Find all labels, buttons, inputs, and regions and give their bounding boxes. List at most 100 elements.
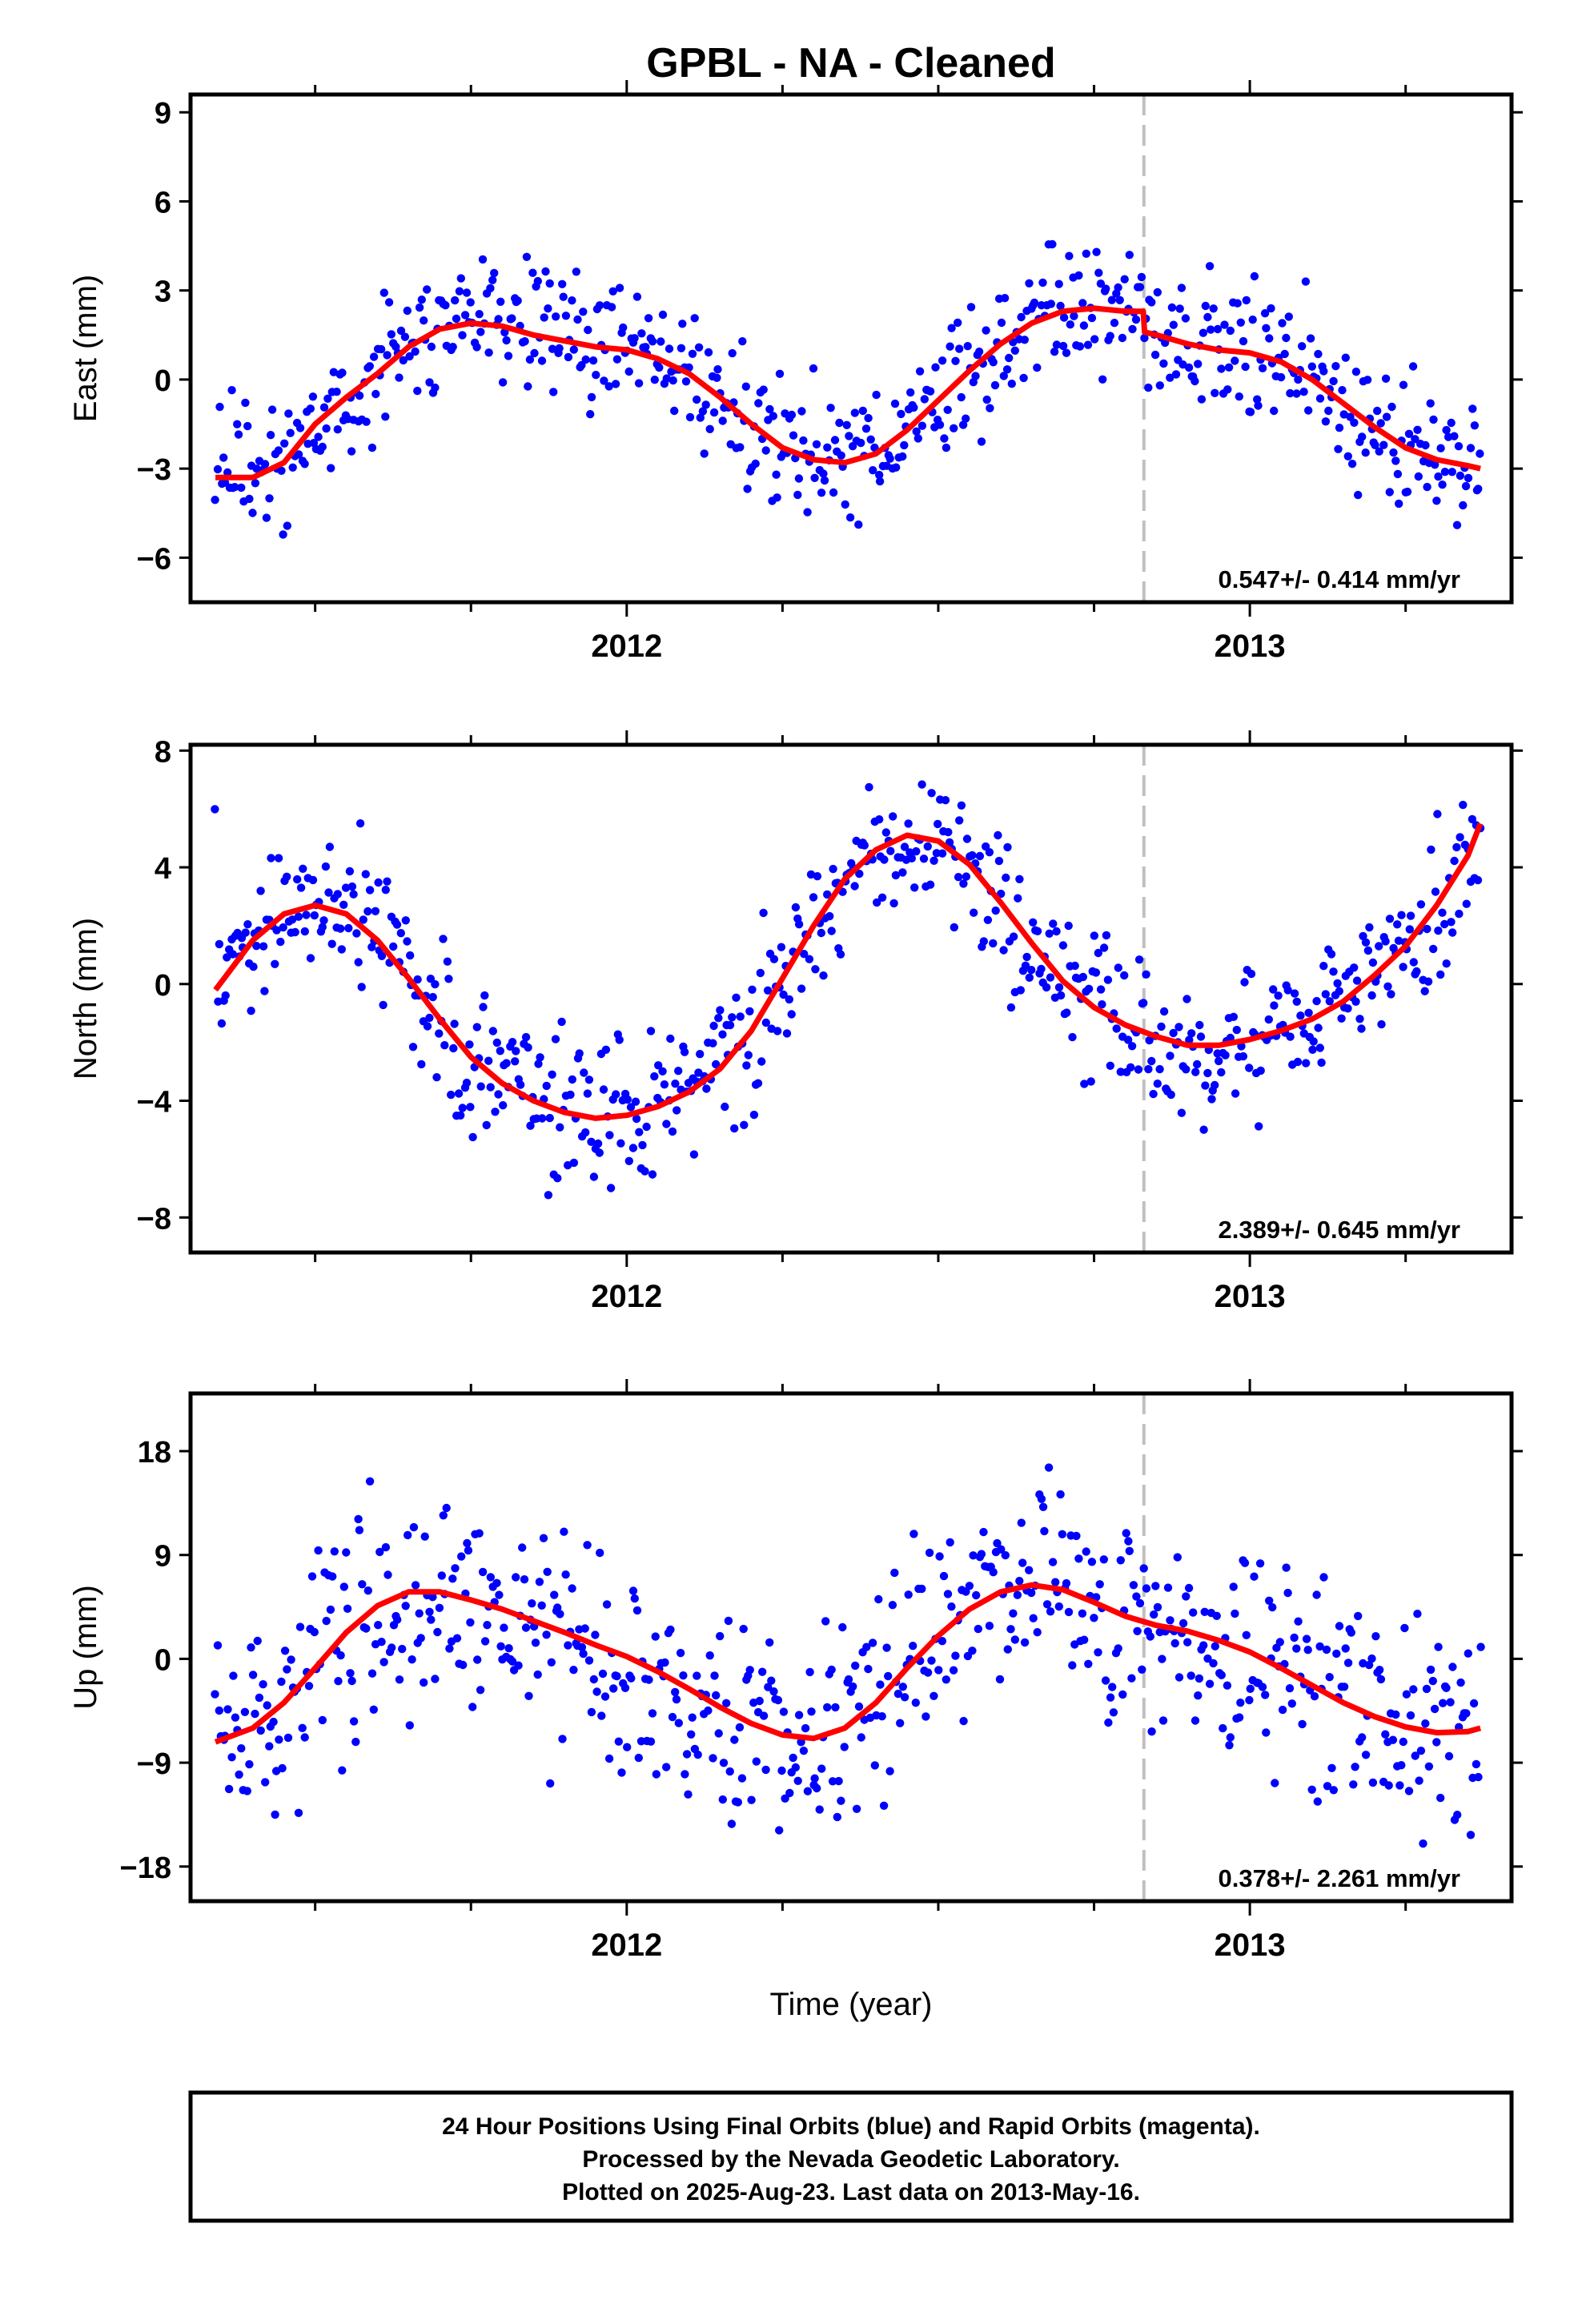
data-point bbox=[1439, 1699, 1447, 1707]
data-point bbox=[634, 1753, 643, 1763]
y-tick-label: 3 bbox=[155, 275, 171, 309]
data-point bbox=[1448, 1663, 1457, 1671]
data-point bbox=[997, 318, 1006, 328]
data-point bbox=[1241, 362, 1250, 372]
up-panel: −18 −9 0 9 18 2012 2013 Up (mm) 0.378+/- 2.261 m… bbox=[68, 1379, 1523, 1963]
data-point bbox=[1371, 1632, 1380, 1641]
data-point bbox=[528, 268, 537, 277]
data-point bbox=[1317, 1058, 1326, 1068]
data-point bbox=[1255, 1559, 1265, 1568]
data-point bbox=[638, 1140, 647, 1150]
data-point bbox=[349, 890, 358, 899]
data-point bbox=[213, 1641, 223, 1650]
data-point bbox=[1442, 959, 1451, 968]
data-point bbox=[1242, 296, 1251, 305]
data-point bbox=[1377, 1019, 1386, 1029]
data-point bbox=[406, 951, 415, 960]
data-point bbox=[379, 1000, 387, 1010]
data-point bbox=[775, 1826, 784, 1835]
data-point bbox=[1183, 1638, 1192, 1647]
data-point bbox=[946, 1538, 954, 1547]
data-point bbox=[249, 963, 258, 971]
data-point bbox=[709, 1754, 717, 1763]
data-point bbox=[1056, 991, 1066, 1000]
data-point bbox=[889, 812, 897, 821]
data-point bbox=[1387, 402, 1396, 412]
data-point bbox=[1399, 963, 1407, 971]
data-point bbox=[1414, 472, 1423, 481]
data-point bbox=[376, 344, 386, 354]
data-point bbox=[486, 283, 495, 293]
data-point bbox=[1308, 1045, 1317, 1055]
data-point bbox=[588, 356, 598, 365]
data-point bbox=[938, 1637, 947, 1646]
data-point bbox=[1135, 1598, 1145, 1608]
footer-line-1: 24 Hour Positions Using Final Orbits (bl… bbox=[442, 2113, 1260, 2140]
data-point bbox=[1431, 887, 1440, 896]
data-point bbox=[1391, 456, 1400, 465]
data-point bbox=[1422, 1684, 1431, 1694]
data-point bbox=[211, 805, 219, 814]
data-point bbox=[651, 1632, 660, 1641]
data-point bbox=[947, 324, 956, 332]
data-point bbox=[278, 1763, 287, 1773]
data-point bbox=[632, 1114, 641, 1124]
data-point bbox=[959, 1716, 968, 1726]
data-point bbox=[1314, 1023, 1323, 1032]
data-point bbox=[605, 1131, 614, 1140]
data-point bbox=[656, 337, 665, 346]
data-point bbox=[1207, 325, 1215, 334]
data-point bbox=[896, 1719, 905, 1727]
data-point bbox=[1159, 1007, 1169, 1016]
data-point bbox=[662, 1763, 671, 1771]
data-point bbox=[1416, 1747, 1426, 1755]
data-point bbox=[807, 1707, 816, 1716]
data-point bbox=[488, 275, 497, 284]
data-point bbox=[568, 296, 576, 305]
data-point bbox=[1025, 279, 1034, 287]
data-point bbox=[628, 1144, 638, 1152]
data-point bbox=[1079, 321, 1089, 330]
data-point bbox=[682, 1750, 692, 1759]
data-point bbox=[413, 386, 422, 396]
data-point bbox=[1094, 948, 1103, 958]
data-point bbox=[602, 1600, 612, 1609]
data-point bbox=[1153, 1602, 1162, 1612]
data-point bbox=[763, 986, 773, 995]
data-point bbox=[333, 890, 342, 899]
data-point bbox=[1375, 942, 1383, 951]
data-point bbox=[941, 796, 950, 805]
data-point bbox=[1319, 962, 1328, 971]
data-point bbox=[718, 1795, 727, 1804]
data-point bbox=[865, 782, 873, 792]
data-point bbox=[694, 343, 704, 352]
data-point bbox=[915, 367, 925, 376]
data-point bbox=[693, 1750, 702, 1759]
data-point bbox=[522, 252, 532, 261]
data-point bbox=[1075, 342, 1085, 351]
data-point bbox=[721, 1102, 729, 1112]
x-tick-label: 2013 bbox=[1215, 629, 1286, 664]
data-point bbox=[347, 882, 357, 891]
data-point bbox=[696, 1050, 705, 1059]
data-point bbox=[464, 1546, 473, 1555]
data-point bbox=[1438, 480, 1447, 489]
data-point bbox=[248, 1671, 258, 1679]
data-point bbox=[1270, 406, 1279, 416]
data-point bbox=[1149, 1089, 1158, 1099]
data-point bbox=[1382, 412, 1391, 421]
data-point bbox=[985, 848, 994, 857]
data-point bbox=[558, 1735, 567, 1743]
data-point bbox=[428, 1593, 437, 1602]
data-point bbox=[483, 1621, 492, 1630]
data-point bbox=[1292, 997, 1302, 1007]
x-tick-label: 2012 bbox=[591, 1279, 662, 1314]
data-point bbox=[355, 391, 364, 400]
data-point bbox=[1262, 324, 1271, 332]
data-point bbox=[1124, 1537, 1133, 1546]
data-point bbox=[655, 363, 664, 372]
data-point bbox=[820, 476, 829, 485]
data-point bbox=[1363, 376, 1372, 384]
data-point bbox=[584, 1076, 594, 1084]
